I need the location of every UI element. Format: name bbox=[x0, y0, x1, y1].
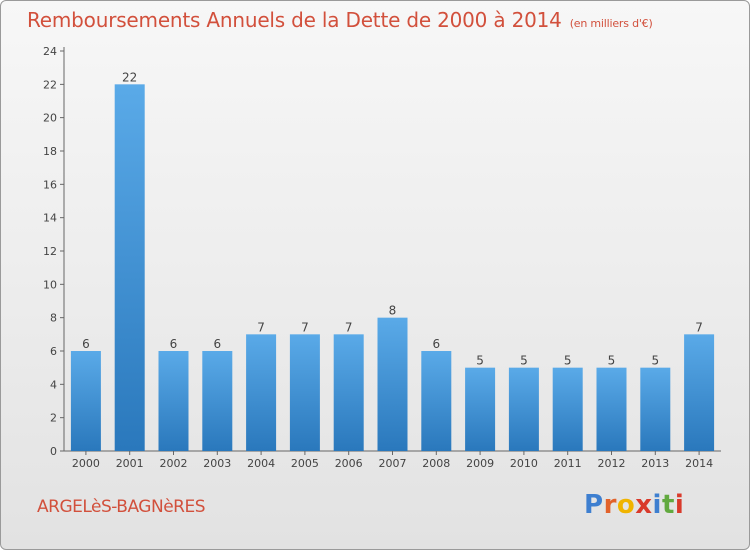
bar-2013 bbox=[640, 367, 671, 451]
logo-letter: r bbox=[603, 490, 617, 520]
chart-title: Remboursements Annuels de la Dette de 20… bbox=[27, 8, 653, 32]
y-tick-label: 6 bbox=[50, 345, 57, 358]
y-tick-label: 20 bbox=[43, 112, 57, 125]
bar-2000 bbox=[70, 351, 101, 451]
y-tick-label: 0 bbox=[50, 445, 57, 458]
y-tick-label: 22 bbox=[43, 78, 57, 91]
y-tick-label: 16 bbox=[43, 178, 57, 191]
x-tick-label-2008: 2008 bbox=[422, 457, 450, 470]
x-tick-label-2011: 2011 bbox=[554, 457, 582, 470]
bar-2003 bbox=[202, 351, 233, 451]
logo-letter: t bbox=[661, 490, 675, 520]
y-tick-label: 8 bbox=[50, 312, 57, 325]
data-label-2014: 7 bbox=[695, 320, 703, 334]
bar-2007 bbox=[377, 317, 408, 451]
data-label-2008: 6 bbox=[432, 337, 440, 351]
y-tick-label: 4 bbox=[50, 378, 57, 391]
x-tick-label-2009: 2009 bbox=[466, 457, 494, 470]
x-tick-label-2003: 2003 bbox=[203, 457, 231, 470]
bar-2012 bbox=[596, 367, 627, 451]
data-label-2007: 8 bbox=[389, 304, 397, 318]
data-label-2006: 7 bbox=[345, 320, 353, 334]
x-tick-label-2013: 2013 bbox=[641, 457, 669, 470]
bar-2008 bbox=[421, 351, 452, 451]
commune-name: ARGELèS-BAGNèRES bbox=[37, 497, 206, 517]
logo-letter: o bbox=[616, 490, 636, 520]
bar-2002 bbox=[158, 351, 189, 451]
logo-letter: P bbox=[584, 490, 604, 520]
data-label-2003: 6 bbox=[213, 337, 221, 351]
x-tick-label-2012: 2012 bbox=[598, 457, 626, 470]
y-tick-label: 12 bbox=[43, 245, 57, 258]
bar-2001 bbox=[114, 84, 145, 451]
data-label-2012: 5 bbox=[608, 354, 616, 368]
data-label-2011: 5 bbox=[564, 354, 572, 368]
y-tick-label: 18 bbox=[43, 145, 57, 158]
x-tick-label-2014: 2014 bbox=[685, 457, 713, 470]
y-tick-label: 2 bbox=[50, 412, 57, 425]
bar-2011 bbox=[552, 367, 583, 451]
data-label-2009: 5 bbox=[476, 354, 484, 368]
x-tick-label-2007: 2007 bbox=[379, 457, 407, 470]
x-tick-label-2001: 2001 bbox=[116, 457, 144, 470]
data-label-2001: 22 bbox=[122, 70, 137, 84]
x-tick-label-2005: 2005 bbox=[291, 457, 319, 470]
bar-2004 bbox=[246, 334, 277, 451]
y-tick-label: 24 bbox=[43, 45, 57, 58]
y-tick-label: 14 bbox=[43, 212, 57, 225]
y-tick-label: 10 bbox=[43, 278, 57, 291]
data-label-2010: 5 bbox=[520, 354, 528, 368]
logo-letter: i bbox=[652, 490, 662, 520]
bar-2009 bbox=[465, 367, 496, 451]
logo-letter: x bbox=[635, 490, 653, 520]
bar-2014 bbox=[684, 334, 715, 451]
data-label-2005: 7 bbox=[301, 320, 309, 334]
data-label-2013: 5 bbox=[651, 354, 659, 368]
x-tick-label-2006: 2006 bbox=[335, 457, 363, 470]
x-tick-label-2002: 2002 bbox=[160, 457, 188, 470]
proxiti-logo[interactable]: Proxiti bbox=[584, 490, 684, 520]
data-label-2002: 6 bbox=[170, 337, 178, 351]
data-label-2000: 6 bbox=[82, 337, 90, 351]
chart-subtitle: (en milliers d'€) bbox=[569, 17, 653, 30]
x-tick-label-2004: 2004 bbox=[247, 457, 275, 470]
x-tick-label-2010: 2010 bbox=[510, 457, 538, 470]
bar-2006 bbox=[333, 334, 364, 451]
x-tick-label-2000: 2000 bbox=[72, 457, 100, 470]
data-label-2004: 7 bbox=[257, 320, 265, 334]
bar-2010 bbox=[508, 367, 539, 451]
logo-letter: i bbox=[674, 490, 685, 520]
bar-2005 bbox=[289, 334, 320, 451]
